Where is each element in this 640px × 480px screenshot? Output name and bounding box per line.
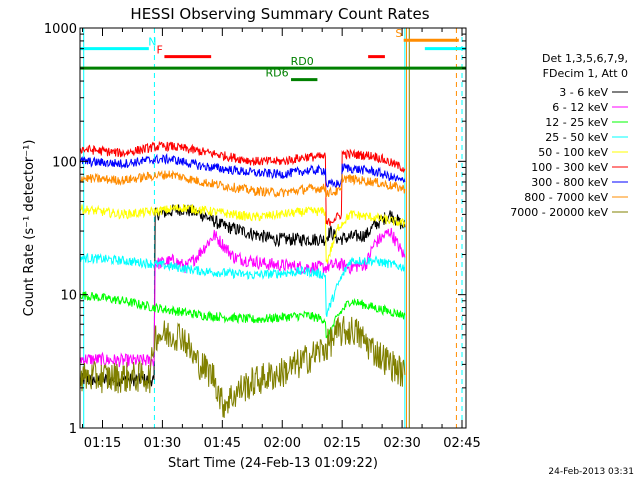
footer-timestamp: 24-Feb-2013 03:31: [548, 467, 634, 477]
series-line-12-25-kev: [79, 291, 406, 341]
x-tick-label: 01:15: [84, 436, 121, 451]
mode-bar-label-f: F: [156, 44, 162, 57]
plot-frame: [79, 27, 467, 429]
x-tick-label: 02:30: [383, 436, 420, 451]
x-tick-label: 02:15: [323, 436, 360, 451]
series-line-50-100-kev: [79, 203, 406, 264]
series-lines: [79, 140, 406, 418]
legend-label-3-6-kev: 3 - 6 keV: [559, 86, 608, 99]
y-tick-label: 100: [52, 155, 77, 170]
legend-label-7000-20000-kev: 7000 - 20000 keV: [510, 206, 608, 219]
y-tick-label: 1: [69, 422, 77, 437]
x-tick-label: 02:45: [443, 436, 480, 451]
mode-bar-label-rd0: RD0: [291, 55, 314, 68]
series-line-7000-20000-kev: [79, 316, 406, 418]
x-tick-label: 01:45: [204, 436, 241, 451]
y-tick-label: 1000: [44, 22, 77, 37]
series-line-25-50-kev: [79, 252, 406, 317]
x-tick-label: 01:30: [144, 436, 181, 451]
mode-bar-label-s: S: [395, 27, 402, 40]
legend-header-line1: Det 1,3,5,6,7,9,: [542, 52, 628, 65]
legend-label-50-100-kev: 50 - 100 keV: [538, 146, 608, 159]
mode-bar-label-n: N: [148, 36, 156, 49]
series-line-3-6-kev: [79, 204, 406, 387]
x-tick-label: 02:00: [264, 436, 301, 451]
chart-title: HESSI Observing Summary Count Rates: [130, 5, 429, 23]
legend-header-line2: FDecim 1, Att 0: [543, 67, 628, 80]
legend-label-6-12-kev: 6 - 12 keV: [552, 101, 608, 114]
series-line-100-300-kev: [79, 140, 406, 227]
legend-label-25-50-kev: 25 - 50 keV: [545, 131, 608, 144]
y-axis-ticks: 1 10 100 1000: [44, 22, 466, 437]
legend-label-800-7000-kev: 800 - 7000 keV: [524, 191, 608, 204]
x-axis-label: Start Time (24-Feb-13 01:09:22): [168, 456, 378, 471]
legend-label-300-800-kev: 300 - 800 keV: [531, 176, 608, 189]
x-axis-ticks: 01:15 01:30 01:45 02:00 02:15 02:30 02:45: [82, 28, 481, 451]
legend: Det 1,3,5,6,7,9, FDecim 1, Att 0 3 - 6 k…: [510, 52, 628, 219]
mode-bar-label-rd6: RD6: [265, 67, 288, 80]
y-axis-label: Count Rate (s⁻¹ detector⁻¹): [22, 140, 37, 317]
legend-label-100-300-kev: 100 - 300 keV: [531, 161, 608, 174]
legend-label-12-25-kev: 12 - 25 keV: [545, 116, 608, 129]
vertical-markers: [83, 28, 463, 428]
series-line-300-800-kev: [79, 153, 406, 189]
y-tick-label: 10: [60, 289, 77, 304]
series-line-800-7000-kev: [79, 169, 406, 199]
series-line-6-12-kev: [79, 227, 406, 368]
